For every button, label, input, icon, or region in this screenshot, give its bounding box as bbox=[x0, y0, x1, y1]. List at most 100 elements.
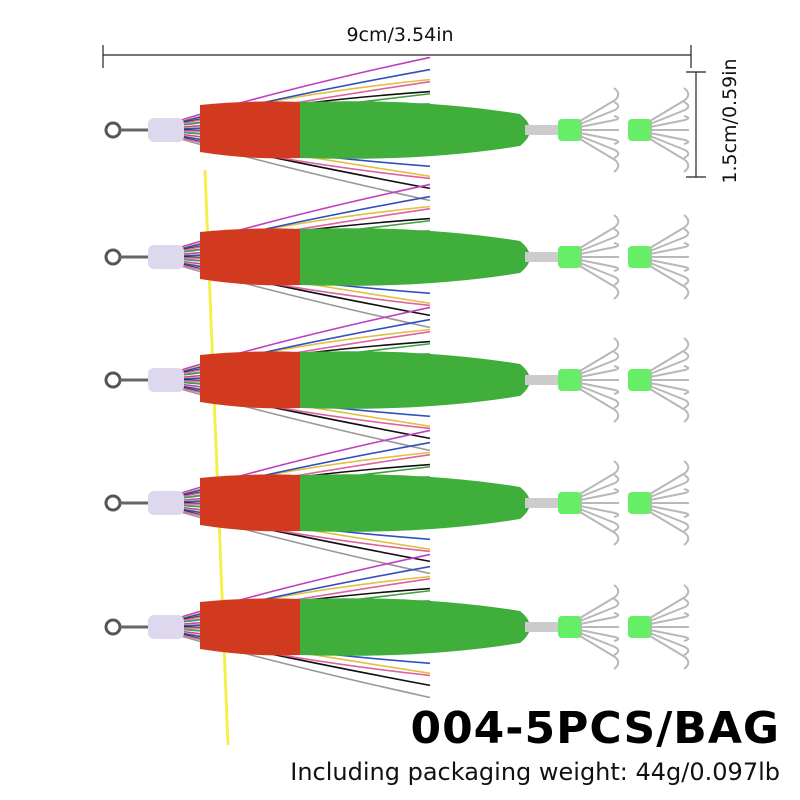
hook-spike bbox=[649, 365, 690, 378]
eyelet-icon bbox=[104, 618, 122, 636]
hook-spike bbox=[579, 632, 620, 656]
lure-nose bbox=[148, 615, 184, 639]
hook-spike bbox=[579, 382, 620, 395]
hook-spike bbox=[579, 262, 620, 286]
hook-spike bbox=[649, 511, 690, 546]
squid-jig-lure bbox=[104, 183, 690, 329]
lure-stem bbox=[525, 252, 560, 262]
glow-bead bbox=[558, 369, 582, 391]
product-title: 004-5PCS/BAG bbox=[410, 703, 780, 754]
eyelet-icon bbox=[104, 494, 122, 512]
squid-jig-lure bbox=[104, 306, 690, 452]
hook-spike bbox=[579, 351, 620, 375]
hook-spike bbox=[649, 351, 690, 375]
lure-nose bbox=[148, 491, 184, 515]
glow-bead bbox=[628, 616, 652, 638]
width-label: 1.5cm/0.59in bbox=[719, 58, 741, 184]
hook-spike bbox=[649, 635, 690, 670]
hook-spike bbox=[649, 632, 690, 656]
squid-jig-lure bbox=[104, 56, 690, 202]
glow-bead bbox=[558, 492, 582, 514]
squid-jig-lure bbox=[104, 429, 690, 575]
hook-spike bbox=[579, 511, 620, 546]
lure-head bbox=[200, 101, 300, 159]
lure-stem bbox=[525, 125, 560, 135]
lure-head bbox=[200, 351, 300, 409]
glow-bead bbox=[628, 119, 652, 141]
width-dimension-line bbox=[686, 71, 706, 178]
hook-spike bbox=[649, 584, 690, 619]
lure-head bbox=[200, 598, 300, 656]
glow-bead bbox=[558, 119, 582, 141]
hook-spike bbox=[579, 474, 620, 498]
hook-spike bbox=[649, 474, 690, 498]
hook-spike bbox=[649, 460, 690, 495]
lure-stem bbox=[525, 375, 560, 385]
hook-spike bbox=[579, 265, 620, 300]
lure-head bbox=[200, 474, 300, 532]
hook-spike bbox=[579, 635, 620, 670]
glow-bead bbox=[558, 246, 582, 268]
hook-spike bbox=[579, 138, 620, 173]
hook-spike bbox=[649, 337, 690, 372]
hook-spike bbox=[579, 460, 620, 495]
hook-spike bbox=[579, 612, 620, 625]
hook-spike bbox=[649, 265, 690, 300]
hook-spike bbox=[649, 214, 690, 249]
hook-spike bbox=[649, 259, 690, 272]
lure-nose bbox=[148, 118, 184, 142]
hook-spike bbox=[649, 101, 690, 125]
glow-bead bbox=[628, 246, 652, 268]
hook-spike bbox=[649, 132, 690, 145]
hook-spike bbox=[579, 101, 620, 125]
hook-spike bbox=[579, 242, 620, 255]
hook-spike bbox=[579, 385, 620, 409]
hook-spike bbox=[579, 508, 620, 532]
squid-jig-lure bbox=[104, 553, 690, 699]
hook-spike bbox=[649, 598, 690, 622]
hook-spike bbox=[649, 612, 690, 625]
hook-spike bbox=[579, 365, 620, 378]
hook-spike bbox=[649, 262, 690, 286]
lure-nose bbox=[148, 368, 184, 392]
lure-body bbox=[300, 351, 530, 409]
hook-spike bbox=[579, 87, 620, 122]
eyelet-icon bbox=[104, 371, 122, 389]
eyelet-icon bbox=[104, 121, 122, 139]
lure-body bbox=[300, 598, 530, 656]
hook-spike bbox=[579, 629, 620, 642]
eyelet-icon bbox=[104, 248, 122, 266]
hook-spike bbox=[649, 242, 690, 255]
hook-spike bbox=[579, 584, 620, 619]
lure-body bbox=[300, 101, 530, 159]
lure-head bbox=[200, 228, 300, 286]
hook-spike bbox=[579, 132, 620, 145]
hook-spike bbox=[579, 598, 620, 622]
weight-label: Including packaging weight: 44g/0.097lb bbox=[290, 758, 780, 786]
hook-spike bbox=[579, 337, 620, 372]
hook-spike bbox=[579, 115, 620, 128]
hook-spike bbox=[579, 259, 620, 272]
hook-spike bbox=[649, 488, 690, 501]
glow-bead bbox=[628, 492, 652, 514]
hook-spike bbox=[649, 228, 690, 252]
length-label: 9cm/3.54in bbox=[346, 24, 454, 46]
hook-spike bbox=[649, 505, 690, 518]
hook-spike bbox=[579, 505, 620, 518]
hook-spike bbox=[579, 388, 620, 423]
length-dimension-line bbox=[102, 45, 692, 68]
hook-spike bbox=[649, 135, 690, 159]
glow-bead bbox=[558, 616, 582, 638]
lure-nose bbox=[148, 245, 184, 269]
lure-body bbox=[300, 228, 530, 286]
hook-spike bbox=[579, 488, 620, 501]
glow-bead bbox=[628, 369, 652, 391]
lure-stem bbox=[525, 498, 560, 508]
hook-spike bbox=[649, 385, 690, 409]
hook-spike bbox=[579, 214, 620, 249]
hook-spike bbox=[649, 87, 690, 122]
hook-spike bbox=[649, 115, 690, 128]
hook-spike bbox=[649, 138, 690, 173]
